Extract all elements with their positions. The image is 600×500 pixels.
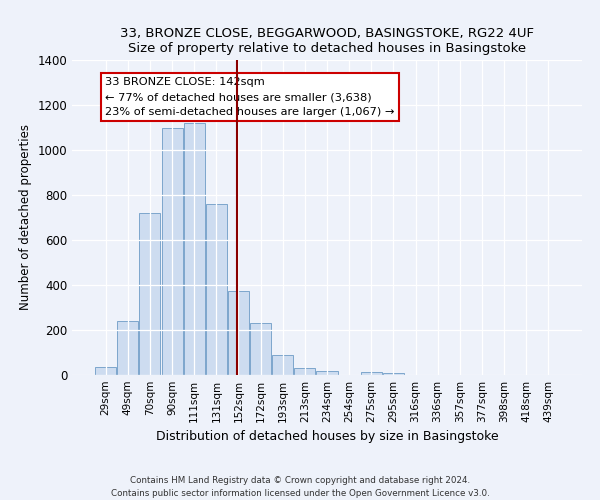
Bar xyxy=(361,372,382,375)
Bar xyxy=(161,128,182,375)
Bar xyxy=(295,368,316,375)
Title: 33, BRONZE CLOSE, BEGGARWOOD, BASINGSTOKE, RG22 4UF
Size of property relative to: 33, BRONZE CLOSE, BEGGARWOOD, BASINGSTOK… xyxy=(120,26,534,54)
Bar xyxy=(383,373,404,375)
Bar xyxy=(118,321,139,375)
Bar xyxy=(139,213,160,375)
Bar xyxy=(206,204,227,375)
X-axis label: Distribution of detached houses by size in Basingstoke: Distribution of detached houses by size … xyxy=(155,430,499,444)
Bar xyxy=(250,324,271,375)
Bar xyxy=(316,370,338,375)
Y-axis label: Number of detached properties: Number of detached properties xyxy=(19,124,32,310)
Bar xyxy=(95,367,116,375)
Text: Contains HM Land Registry data © Crown copyright and database right 2024.
Contai: Contains HM Land Registry data © Crown c… xyxy=(110,476,490,498)
Bar xyxy=(184,123,205,375)
Text: 33 BRONZE CLOSE: 142sqm
← 77% of detached houses are smaller (3,638)
23% of semi: 33 BRONZE CLOSE: 142sqm ← 77% of detache… xyxy=(105,78,395,117)
Bar xyxy=(228,290,249,375)
Bar xyxy=(272,355,293,375)
